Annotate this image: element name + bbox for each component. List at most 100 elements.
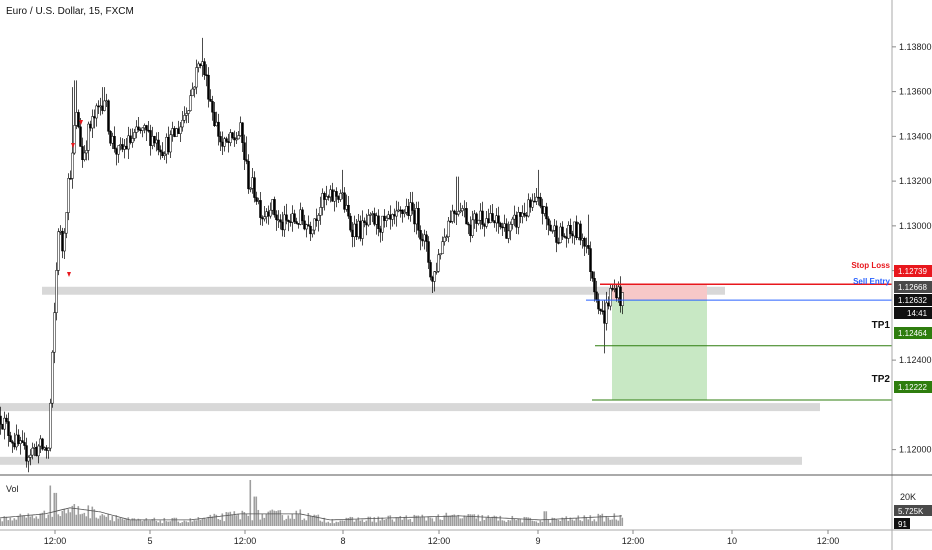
candle bbox=[445, 234, 448, 242]
candle-body bbox=[603, 310, 606, 324]
volume-bar bbox=[35, 516, 38, 526]
candle bbox=[415, 201, 418, 235]
short-position-tool[interactable] bbox=[612, 284, 707, 400]
candle-body bbox=[67, 178, 70, 213]
volume-bar bbox=[485, 517, 488, 526]
price-labels: 1.12739 1.12668 1.12632 14:41 1.12464 1.… bbox=[894, 265, 932, 393]
candle-body bbox=[473, 213, 476, 221]
candle-body bbox=[21, 440, 24, 443]
candle bbox=[477, 219, 480, 226]
candle bbox=[399, 206, 402, 218]
candle-body bbox=[617, 286, 620, 299]
candle bbox=[313, 218, 316, 235]
candle bbox=[485, 210, 488, 229]
candle bbox=[187, 110, 190, 123]
candle-body bbox=[323, 193, 326, 200]
candle-body bbox=[163, 153, 166, 156]
candle bbox=[55, 262, 58, 321]
candle bbox=[101, 87, 104, 115]
candle-body bbox=[407, 206, 410, 216]
candle-body bbox=[263, 216, 266, 220]
candle bbox=[113, 126, 116, 153]
volume-bar bbox=[257, 509, 260, 526]
volume-bar bbox=[605, 516, 608, 526]
volume-bar bbox=[419, 517, 422, 526]
volume-bar bbox=[551, 517, 554, 526]
candle-body bbox=[357, 220, 360, 238]
volume-bar bbox=[219, 519, 222, 526]
candle-body bbox=[485, 218, 488, 227]
candle-body bbox=[339, 193, 342, 200]
candle bbox=[255, 191, 258, 205]
candle bbox=[393, 208, 396, 225]
volume-bar bbox=[189, 518, 192, 526]
volume-bar bbox=[595, 521, 598, 526]
candle-body bbox=[595, 291, 598, 300]
time-tick-label: 12:00 bbox=[622, 536, 645, 546]
volume-bar bbox=[527, 517, 530, 526]
candle-body bbox=[579, 223, 582, 241]
candle bbox=[395, 200, 398, 227]
volume-bar bbox=[171, 518, 174, 526]
candle bbox=[57, 228, 60, 276]
candle bbox=[519, 212, 522, 224]
candle bbox=[449, 210, 452, 223]
candle bbox=[263, 205, 266, 222]
candle bbox=[117, 145, 120, 163]
volume-bar bbox=[321, 521, 324, 526]
volume-bar bbox=[289, 518, 292, 526]
volume-bar bbox=[541, 521, 544, 526]
candle-body bbox=[137, 126, 140, 130]
candle bbox=[557, 237, 560, 245]
candle-body bbox=[13, 442, 16, 448]
volume-bar bbox=[327, 521, 330, 526]
candle bbox=[319, 196, 322, 225]
candle-body bbox=[293, 213, 296, 222]
candle-body bbox=[495, 215, 498, 224]
volume-bar bbox=[515, 520, 518, 526]
candle-body bbox=[107, 100, 110, 132]
candle-body bbox=[135, 126, 138, 133]
volume-bar bbox=[617, 520, 620, 526]
time-tick-label: 12:00 bbox=[428, 536, 451, 546]
candle bbox=[407, 198, 410, 220]
candle-body bbox=[85, 150, 88, 154]
candle bbox=[225, 136, 228, 144]
candle-body bbox=[147, 129, 150, 132]
candle bbox=[571, 230, 574, 244]
candle-body bbox=[453, 210, 456, 214]
candle-body bbox=[481, 210, 484, 225]
volume-bar bbox=[77, 506, 80, 526]
volume-bar bbox=[607, 517, 610, 526]
candle bbox=[521, 205, 524, 224]
candle-body bbox=[89, 123, 92, 129]
volume-bar bbox=[503, 520, 506, 526]
candle-body bbox=[77, 112, 80, 128]
candle-body bbox=[9, 435, 12, 443]
candle-body bbox=[105, 100, 108, 102]
time-axis[interactable]: 12:00 5 12:00 8 12:00 9 12:00 10 12:00 bbox=[44, 530, 840, 546]
volume-bar bbox=[389, 515, 392, 526]
candle-body bbox=[615, 288, 618, 299]
candle-body bbox=[245, 159, 248, 162]
candle-body bbox=[585, 245, 588, 247]
volume-bar bbox=[427, 516, 430, 526]
volume-bar bbox=[615, 519, 618, 526]
volume-bar bbox=[91, 506, 94, 526]
candle-body bbox=[393, 214, 396, 217]
candle-body bbox=[211, 101, 214, 113]
candle bbox=[61, 227, 64, 259]
volume-bar bbox=[447, 516, 450, 526]
candle bbox=[257, 197, 260, 205]
candle-body bbox=[307, 224, 310, 227]
candle bbox=[25, 437, 28, 468]
candle bbox=[303, 214, 306, 231]
candle bbox=[251, 168, 254, 194]
volume-bar bbox=[21, 515, 24, 526]
volume-bar bbox=[223, 521, 226, 526]
volume-bar bbox=[399, 515, 402, 526]
candle-body bbox=[235, 138, 238, 141]
candle bbox=[199, 63, 202, 69]
candle-body bbox=[381, 215, 384, 233]
